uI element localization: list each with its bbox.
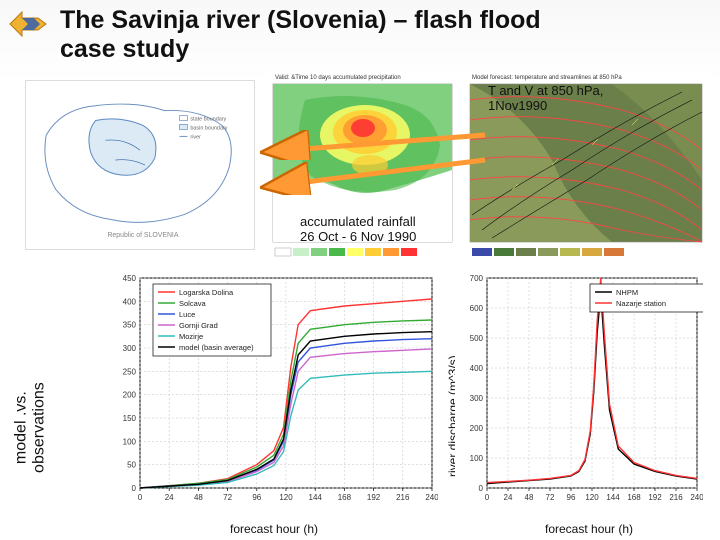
svg-text:24: 24 bbox=[504, 493, 513, 502]
vlabel-model-vs-obs: model .vs. observations bbox=[12, 368, 47, 488]
svg-text:Mozirje: Mozirje bbox=[179, 332, 203, 341]
svg-text:168: 168 bbox=[627, 493, 641, 502]
title-line1: The Savinja river (Slovenia) – flash flo… bbox=[60, 6, 541, 34]
precip-chart: 0 50 100 150 200 250 300 350 400 450 0 24 48 72 96 120 1… bbox=[108, 270, 438, 510]
svg-text:50: 50 bbox=[127, 461, 136, 470]
svg-text:192: 192 bbox=[367, 493, 381, 502]
svg-text:350: 350 bbox=[123, 321, 137, 330]
svg-text:96: 96 bbox=[252, 493, 261, 502]
svg-text:0: 0 bbox=[132, 484, 137, 493]
svg-text:144: 144 bbox=[606, 493, 620, 502]
svg-text:300: 300 bbox=[470, 394, 484, 403]
svg-text:Logarska Dolina: Logarska Dolina bbox=[179, 288, 234, 297]
svg-text:500: 500 bbox=[470, 334, 484, 343]
slide-title: The Savinja river (Slovenia) – flash flo… bbox=[60, 6, 541, 64]
svg-text:72: 72 bbox=[223, 493, 232, 502]
svg-text:24: 24 bbox=[165, 493, 174, 502]
svg-text:216: 216 bbox=[669, 493, 683, 502]
svg-text:Nazarje station: Nazarje station bbox=[616, 299, 666, 308]
label-rainfall-l2: 26 Oct - 6 Nov 1990 bbox=[300, 229, 416, 244]
discharge-chart: 0 100 200 300 400 500 600 700 0 24 48 72 96 120 144 168… bbox=[455, 270, 703, 510]
svg-text:Valid: &Time 10 days accumulat: Valid: &Time 10 days accumulated precipi… bbox=[275, 75, 401, 81]
slovenia-basin-map: Republic of SLOVENIA state boundary basi… bbox=[25, 80, 255, 250]
svg-text:basin boundary: basin boundary bbox=[190, 125, 227, 131]
svg-text:450: 450 bbox=[123, 274, 137, 283]
svg-text:river: river bbox=[190, 134, 201, 140]
arrow-2 bbox=[260, 155, 490, 195]
svg-text:0: 0 bbox=[138, 493, 143, 502]
svg-text:192: 192 bbox=[648, 493, 662, 502]
svg-text:48: 48 bbox=[194, 493, 203, 502]
svg-text:200: 200 bbox=[123, 391, 137, 400]
svg-text:120: 120 bbox=[585, 493, 599, 502]
title-line2: case study bbox=[60, 35, 189, 63]
svg-text:250: 250 bbox=[123, 367, 137, 376]
svg-text:0: 0 bbox=[485, 493, 490, 502]
slide-logo bbox=[8, 8, 48, 40]
svg-text:96: 96 bbox=[567, 493, 576, 502]
svg-text:Solcava: Solcava bbox=[179, 299, 207, 308]
svg-text:168: 168 bbox=[338, 493, 352, 502]
svg-text:NHPM: NHPM bbox=[616, 288, 638, 297]
xlabel-left: forecast hour (h) bbox=[230, 522, 318, 536]
label-rainfall-l1: accumulated rainfall bbox=[300, 214, 416, 229]
svg-text:400: 400 bbox=[123, 297, 137, 306]
svg-text:model (basin average): model (basin average) bbox=[179, 343, 254, 352]
svg-text:Republic of SLOVENIA: Republic of SLOVENIA bbox=[107, 232, 178, 239]
svg-text:48: 48 bbox=[525, 493, 534, 502]
svg-text:400: 400 bbox=[470, 364, 484, 373]
label-t-and-v: T and V at 850 hPa, 1Nov1990 bbox=[488, 84, 603, 114]
svg-text:600: 600 bbox=[470, 304, 484, 313]
svg-text:0: 0 bbox=[479, 484, 484, 493]
label-tandv-l2: 1Nov1990 bbox=[488, 98, 547, 113]
vlabel-model-l1: model .vs. bbox=[12, 391, 29, 464]
svg-text:100: 100 bbox=[470, 454, 484, 463]
svg-text:240: 240 bbox=[690, 493, 703, 502]
label-tandv-l1: T and V at 850 hPa, bbox=[488, 83, 603, 98]
svg-text:700: 700 bbox=[470, 274, 484, 283]
svg-text:Model forecast: temperature an: Model forecast: temperature and streamli… bbox=[472, 75, 622, 81]
xlabel-right: forecast hour (h) bbox=[545, 522, 633, 536]
svg-text:200: 200 bbox=[470, 424, 484, 433]
svg-text:240: 240 bbox=[425, 493, 438, 502]
svg-text:state boundary: state boundary bbox=[190, 117, 226, 123]
vlabel-model-l2: observations bbox=[30, 382, 47, 473]
svg-text:300: 300 bbox=[123, 344, 137, 353]
label-rainfall: accumulated rainfall 26 Oct - 6 Nov 1990 bbox=[300, 215, 416, 245]
svg-text:Gornji Grad: Gornji Grad bbox=[179, 321, 218, 330]
svg-text:120: 120 bbox=[279, 493, 293, 502]
svg-text:100: 100 bbox=[123, 437, 137, 446]
svg-text:150: 150 bbox=[123, 414, 137, 423]
svg-text:144: 144 bbox=[309, 493, 323, 502]
svg-text:Luce: Luce bbox=[179, 310, 195, 319]
svg-text:72: 72 bbox=[546, 493, 555, 502]
svg-text:216: 216 bbox=[396, 493, 410, 502]
